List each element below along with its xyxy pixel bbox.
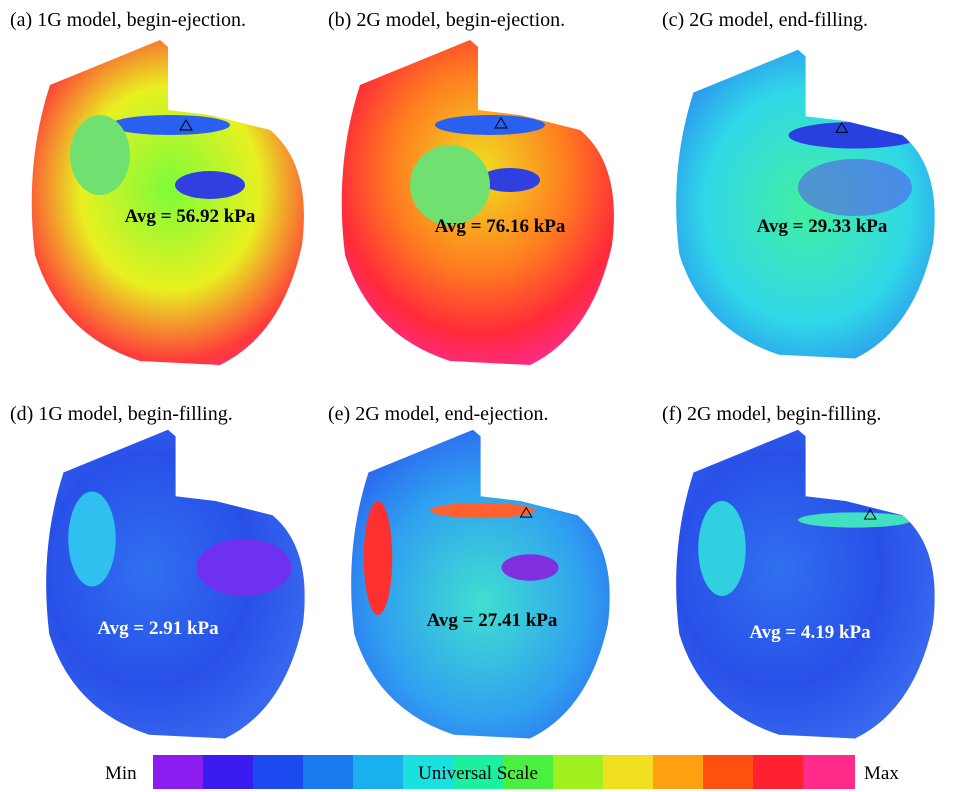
panel-caption: (d) 1G model, begin-filling. <box>10 403 233 425</box>
average-label: Avg = 56.92 kPa <box>125 206 256 227</box>
heart-map <box>46 429 305 739</box>
heart-map <box>351 429 610 739</box>
colorbar <box>153 755 855 789</box>
panel-caption: (e) 2G model, end-ejection. <box>328 403 548 425</box>
average-label: Avg = 27.41 kPa <box>427 610 558 631</box>
heart-map <box>676 429 935 739</box>
panel-caption: (a) 1G model, begin-ejection. <box>10 9 246 31</box>
average-label: Avg = 76.16 kPa <box>435 216 566 237</box>
panel-caption: (b) 2G model, begin-ejection. <box>328 9 565 31</box>
panel-caption: (f) 2G model, begin-filling. <box>662 403 881 425</box>
panel-caption: (c) 2G model, end-filling. <box>662 9 868 31</box>
colorbar-title: Universal Scale <box>418 763 538 784</box>
average-label: Avg = 4.19 kPa <box>749 622 871 643</box>
average-label: Avg = 29.33 kPa <box>757 216 888 237</box>
heart-map <box>31 40 304 365</box>
heart-map <box>676 49 935 359</box>
average-label: Avg = 2.91 kPa <box>97 618 219 639</box>
heart-map <box>341 40 614 365</box>
colorbar-max: Max <box>864 763 899 784</box>
colorbar-min: Min <box>105 763 137 784</box>
